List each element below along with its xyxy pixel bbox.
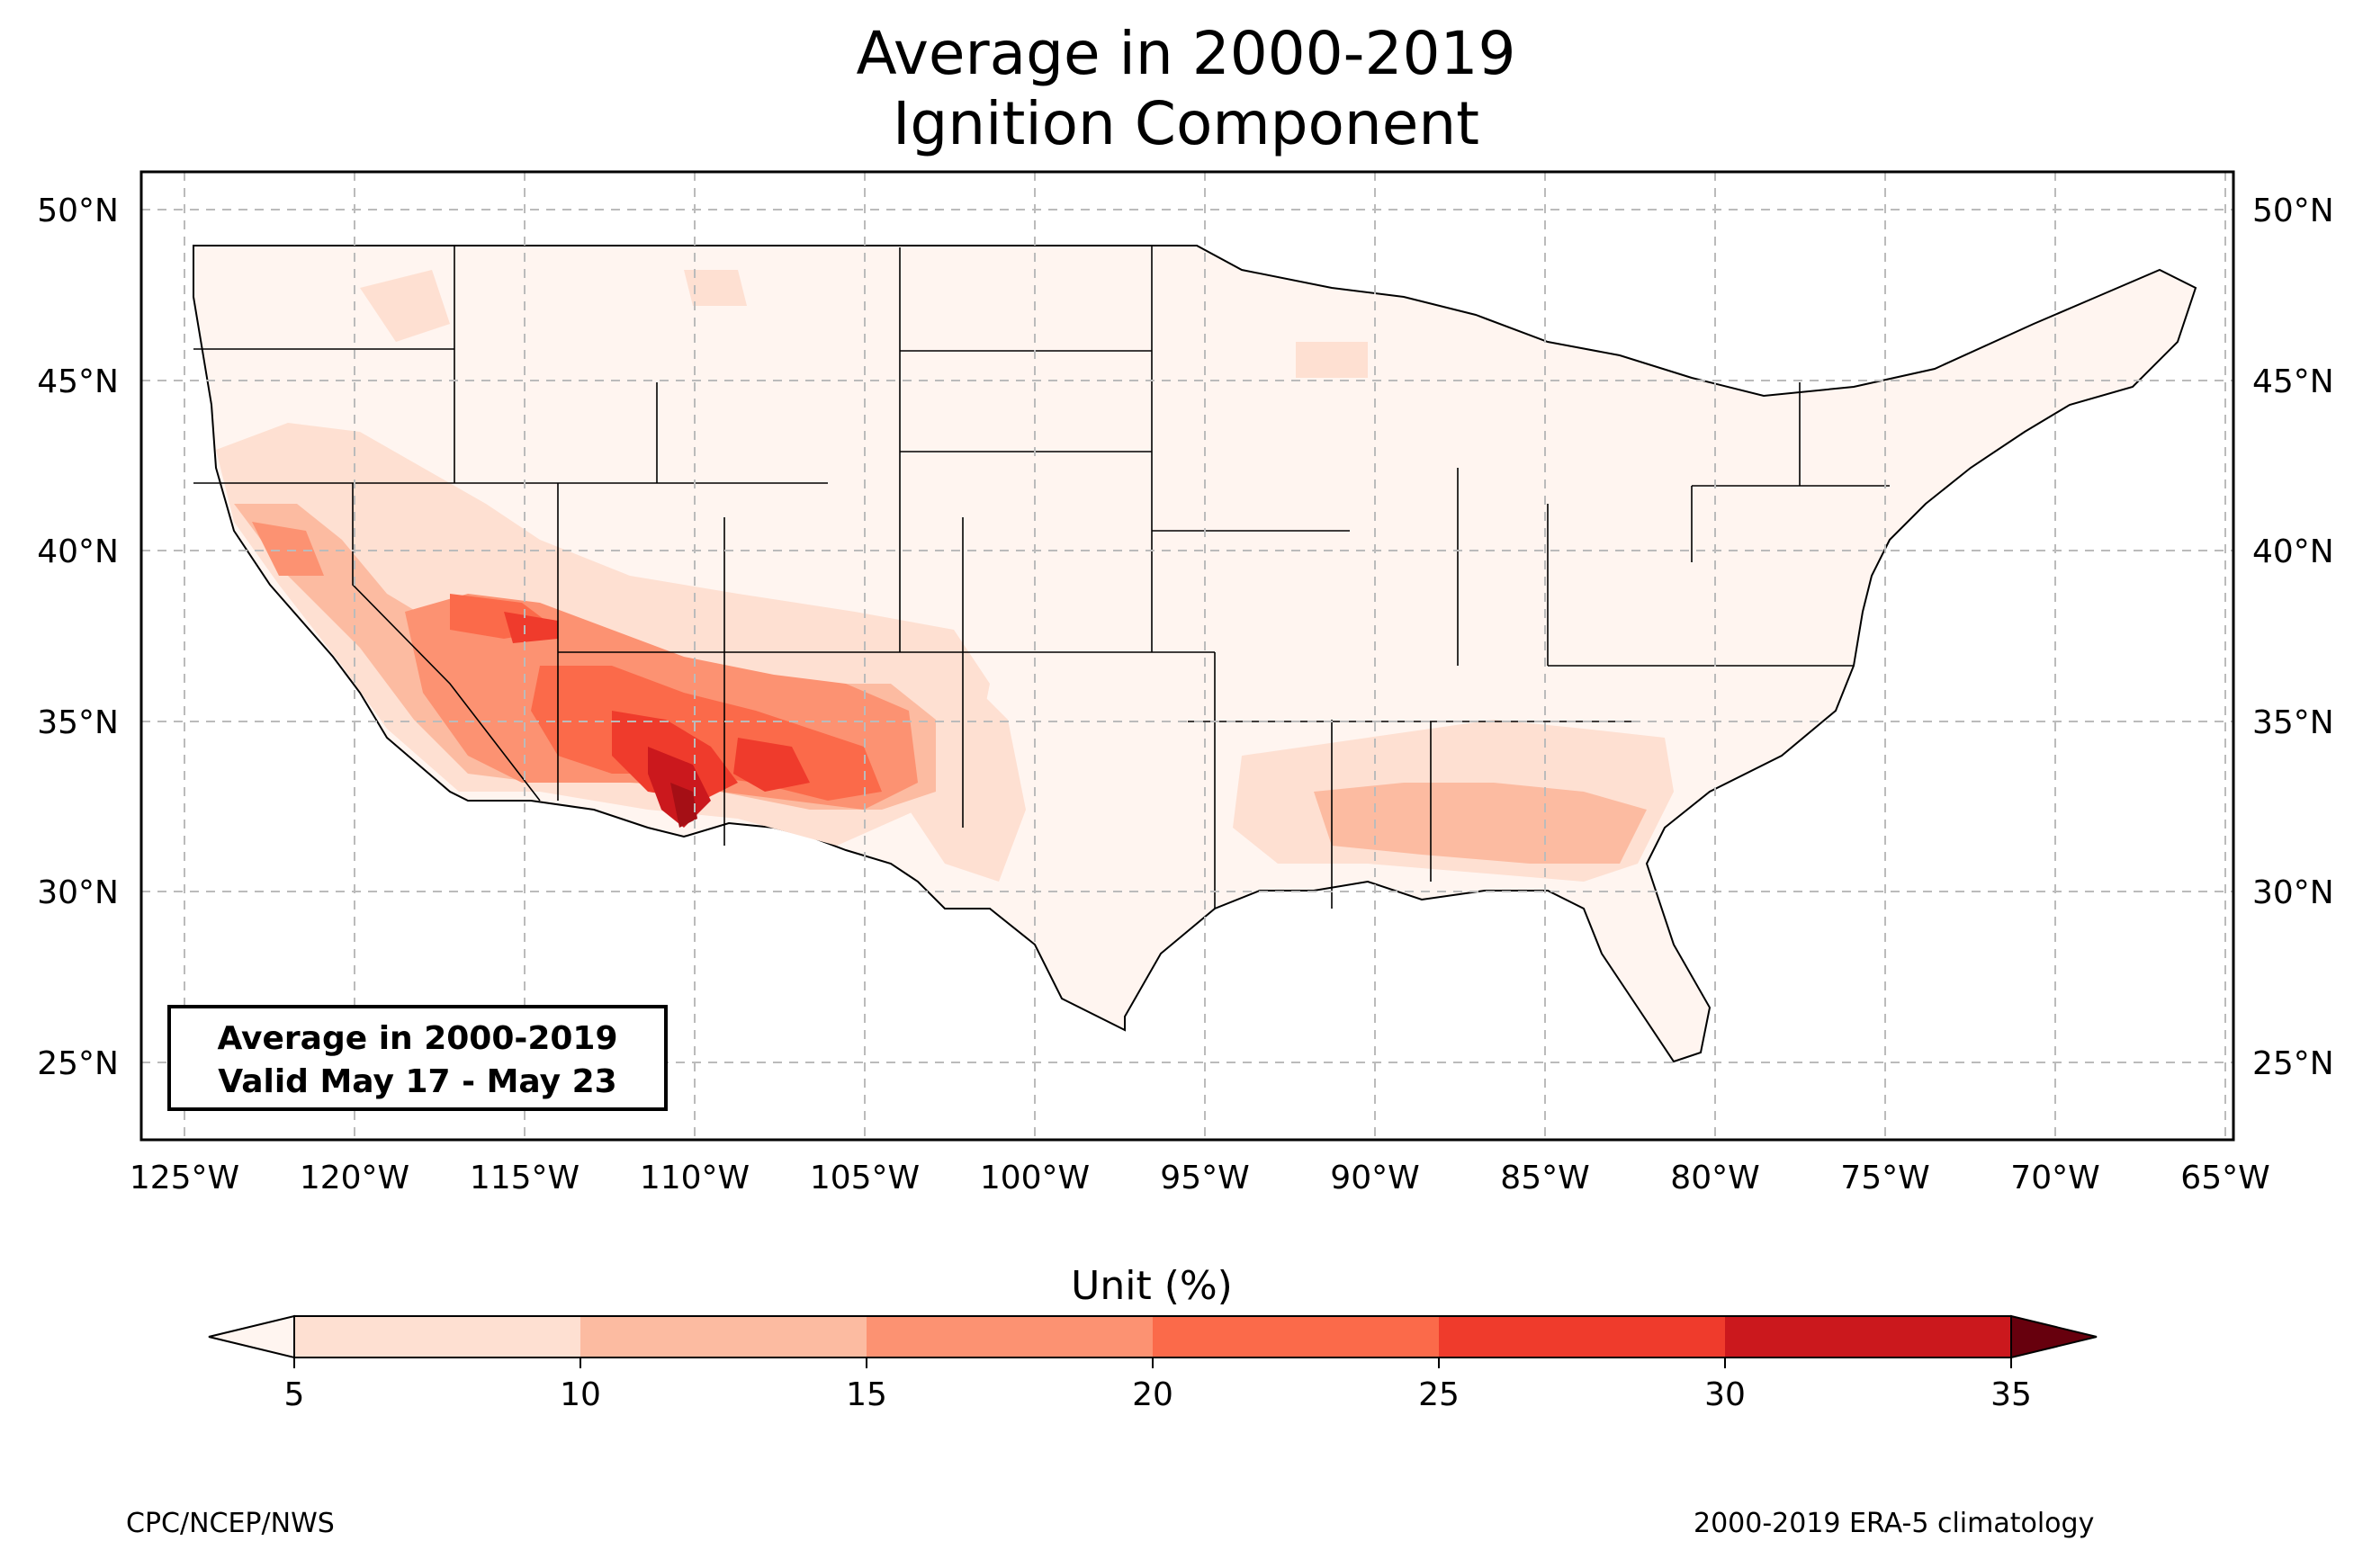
lon-tick: 105°W [810,1160,920,1196]
lat-tick: 35°N [37,704,119,741]
info-box: Average in 2000-2019 Valid May 17 - May … [167,1005,668,1111]
lat-tick: 25°N [37,1045,119,1082]
lat-tick: 30°N [2252,874,2334,911]
colorbar-tick: 30 [1704,1376,1746,1413]
colorbar-tick: 15 [846,1376,887,1413]
lat-tick: 50°N [2252,193,2334,229]
lon-tick: 110°W [640,1160,750,1196]
credit-right: 2000-2019 ERA-5 climatology [1694,1508,2095,1539]
lat-tick: 45°N [2252,363,2334,400]
colorbar-bin-25-30 [1439,1316,1725,1357]
credit-left: CPC/NCEP/NWS [126,1508,335,1539]
colorbar-bin-5-10 [294,1316,580,1357]
colorbar-label: Unit (%) [1071,1263,1233,1309]
lat-tick: 30°N [37,874,119,911]
colorbar-tick: 20 [1132,1376,1173,1413]
shading-35-plus [670,783,697,828]
lon-tick: 65°W [2180,1160,2269,1196]
colorbar-tick: 10 [560,1376,601,1413]
lon-tick: 90°W [1330,1160,1419,1196]
colorbar-tick: 5 [284,1376,305,1413]
lon-tick: 80°W [1670,1160,1759,1196]
colorbar-tick: 25 [1418,1376,1460,1413]
colorbar-bin-10-15 [580,1316,867,1357]
lat-tick: 50°N [37,193,119,229]
lat-tick: 35°N [2252,704,2334,741]
lat-ticks-right: 50°N 45°N 40°N 35°N 30°N 25°N [2252,193,2334,1082]
lon-ticks: 125°W 120°W 115°W 110°W 105°W 100°W 95°W… [130,1160,2270,1196]
lat-tick: 40°N [2252,533,2334,570]
colorbar: 5 10 15 20 25 30 35 [208,1314,2098,1413]
map-plot-area [141,172,2233,1140]
lon-tick: 125°W [130,1160,239,1196]
colorbar-under-arrow [208,1314,295,1359]
info-box-line2: Valid May 17 - May 23 [218,1063,617,1100]
lon-tick: 115°W [470,1160,580,1196]
map-title-line2: Ignition Component [892,89,1480,158]
colorbar-bin-30-35 [1725,1316,2011,1357]
lon-tick: 120°W [300,1160,409,1196]
lon-tick: 100°W [980,1160,1090,1196]
lat-tick: 45°N [37,363,119,400]
colorbar-over-arrow [2010,1314,2098,1359]
map-title-line1: Average in 2000-2019 [856,19,1516,88]
lat-tick: 25°N [2252,1045,2334,1082]
lat-ticks-left: 50°N 45°N 40°N 35°N 30°N 25°N [37,193,119,1082]
info-box-line1: Average in 2000-2019 [217,1020,618,1057]
lon-tick: 75°W [1840,1160,1929,1196]
lon-tick: 70°W [2010,1160,2099,1196]
colorbar-tick: 35 [1990,1376,2032,1413]
map-frame [139,170,2235,1142]
lon-tick: 95°W [1160,1160,1249,1196]
colorbar-bin-15-20 [867,1316,1153,1357]
shading-25-30 [504,612,810,801]
state-boundaries [193,246,1890,909]
colorbar-bin-20-25 [1153,1316,1439,1357]
lat-tick: 40°N [37,533,119,570]
lon-tick: 85°W [1500,1160,1589,1196]
